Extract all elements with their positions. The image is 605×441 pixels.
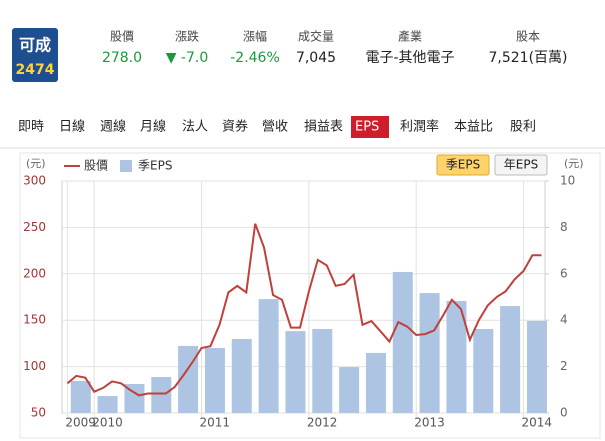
tab[interactable]: 損益表 <box>304 120 343 135</box>
x-tick-label: 2012 <box>307 416 338 430</box>
toggle-button[interactable] <box>494 154 548 176</box>
bar <box>124 384 145 413</box>
logo <box>12 28 58 82</box>
field-value: 278.0 <box>102 50 142 66</box>
field-label: 股價 <box>110 30 134 44</box>
stock-name: 可成 <box>19 36 51 55</box>
bar <box>151 377 172 413</box>
field-label: 股本 <box>516 30 540 44</box>
bar <box>231 338 252 413</box>
bar <box>204 348 225 413</box>
y-tick-label: 200 <box>23 266 46 280</box>
field-label: 漲幅 <box>243 29 267 44</box>
bar <box>526 320 547 413</box>
x-tick-label: 2010 <box>92 416 123 430</box>
field-value: 電子-其他電子 <box>365 50 454 66</box>
tab-active-bg <box>351 116 389 138</box>
y-tick-label: 250 <box>23 220 46 234</box>
tab[interactable]: 週線 <box>100 119 126 135</box>
x-tick-label: 2011 <box>200 416 231 430</box>
bar <box>258 299 279 413</box>
legend-label: 股價 <box>84 159 108 173</box>
field-value: ▼ -7.0 <box>166 50 209 66</box>
y-tick-label: 100 <box>23 359 46 373</box>
field-label: 漲跌 <box>175 29 199 44</box>
field-value: 7,521(百萬) <box>488 50 567 66</box>
y2-tick-label: 6 <box>560 266 568 280</box>
legend-swatch <box>120 160 132 172</box>
tab[interactable]: 資券 <box>222 119 248 135</box>
field-label: 產業 <box>398 29 422 44</box>
bar <box>446 300 467 413</box>
y2-tick-label: 4 <box>560 313 568 327</box>
tab[interactable]: 月線 <box>140 119 166 135</box>
tab[interactable]: 日線 <box>59 119 85 135</box>
bar <box>392 271 413 413</box>
tab[interactable]: 利潤率 <box>400 119 439 135</box>
price-line <box>66 223 542 397</box>
y-tick-label: 300 <box>23 174 46 188</box>
bar <box>285 331 306 413</box>
tab[interactable]: 即時 <box>18 120 44 135</box>
toggle-button-label[interactable]: 季EPS <box>446 158 480 172</box>
y2-tick-label: 0 <box>560 406 568 420</box>
toggle-button-label[interactable]: 年EPS <box>504 158 538 172</box>
tab[interactable]: 本益比 <box>454 120 493 135</box>
y2-tick-label: 10 <box>560 174 575 188</box>
x-tick-label: 2013 <box>414 416 445 430</box>
y2-tick-label: 8 <box>560 220 568 234</box>
bar <box>365 352 386 413</box>
legend-label: 季EPS <box>138 159 172 173</box>
y2-tick-label: 2 <box>560 359 568 373</box>
y-tick-label: 150 <box>23 313 46 327</box>
tab[interactable]: 法人 <box>182 120 208 135</box>
bar <box>473 329 494 413</box>
bar <box>70 380 91 413</box>
x-tick-label: 2009 <box>65 416 96 430</box>
bar <box>312 329 333 413</box>
bar <box>419 293 440 413</box>
field-value: -2.46% <box>230 50 280 66</box>
y-axis-label: (元) <box>26 157 46 170</box>
toggle-button[interactable] <box>436 154 490 176</box>
y-tick-label: 50 <box>31 406 46 420</box>
bar <box>500 306 521 413</box>
tab[interactable]: 營收 <box>262 120 288 135</box>
bar <box>97 396 118 413</box>
field-label: 成交量 <box>298 29 334 44</box>
field-value: 7,045 <box>296 50 336 66</box>
x-tick-label: 2014 <box>522 416 553 430</box>
tab[interactable]: 股利 <box>510 120 536 135</box>
tab[interactable]: EPS <box>355 120 379 135</box>
y2-axis-label: (元) <box>564 157 584 170</box>
bar <box>339 367 360 413</box>
stock-code: 2474 <box>16 62 55 78</box>
